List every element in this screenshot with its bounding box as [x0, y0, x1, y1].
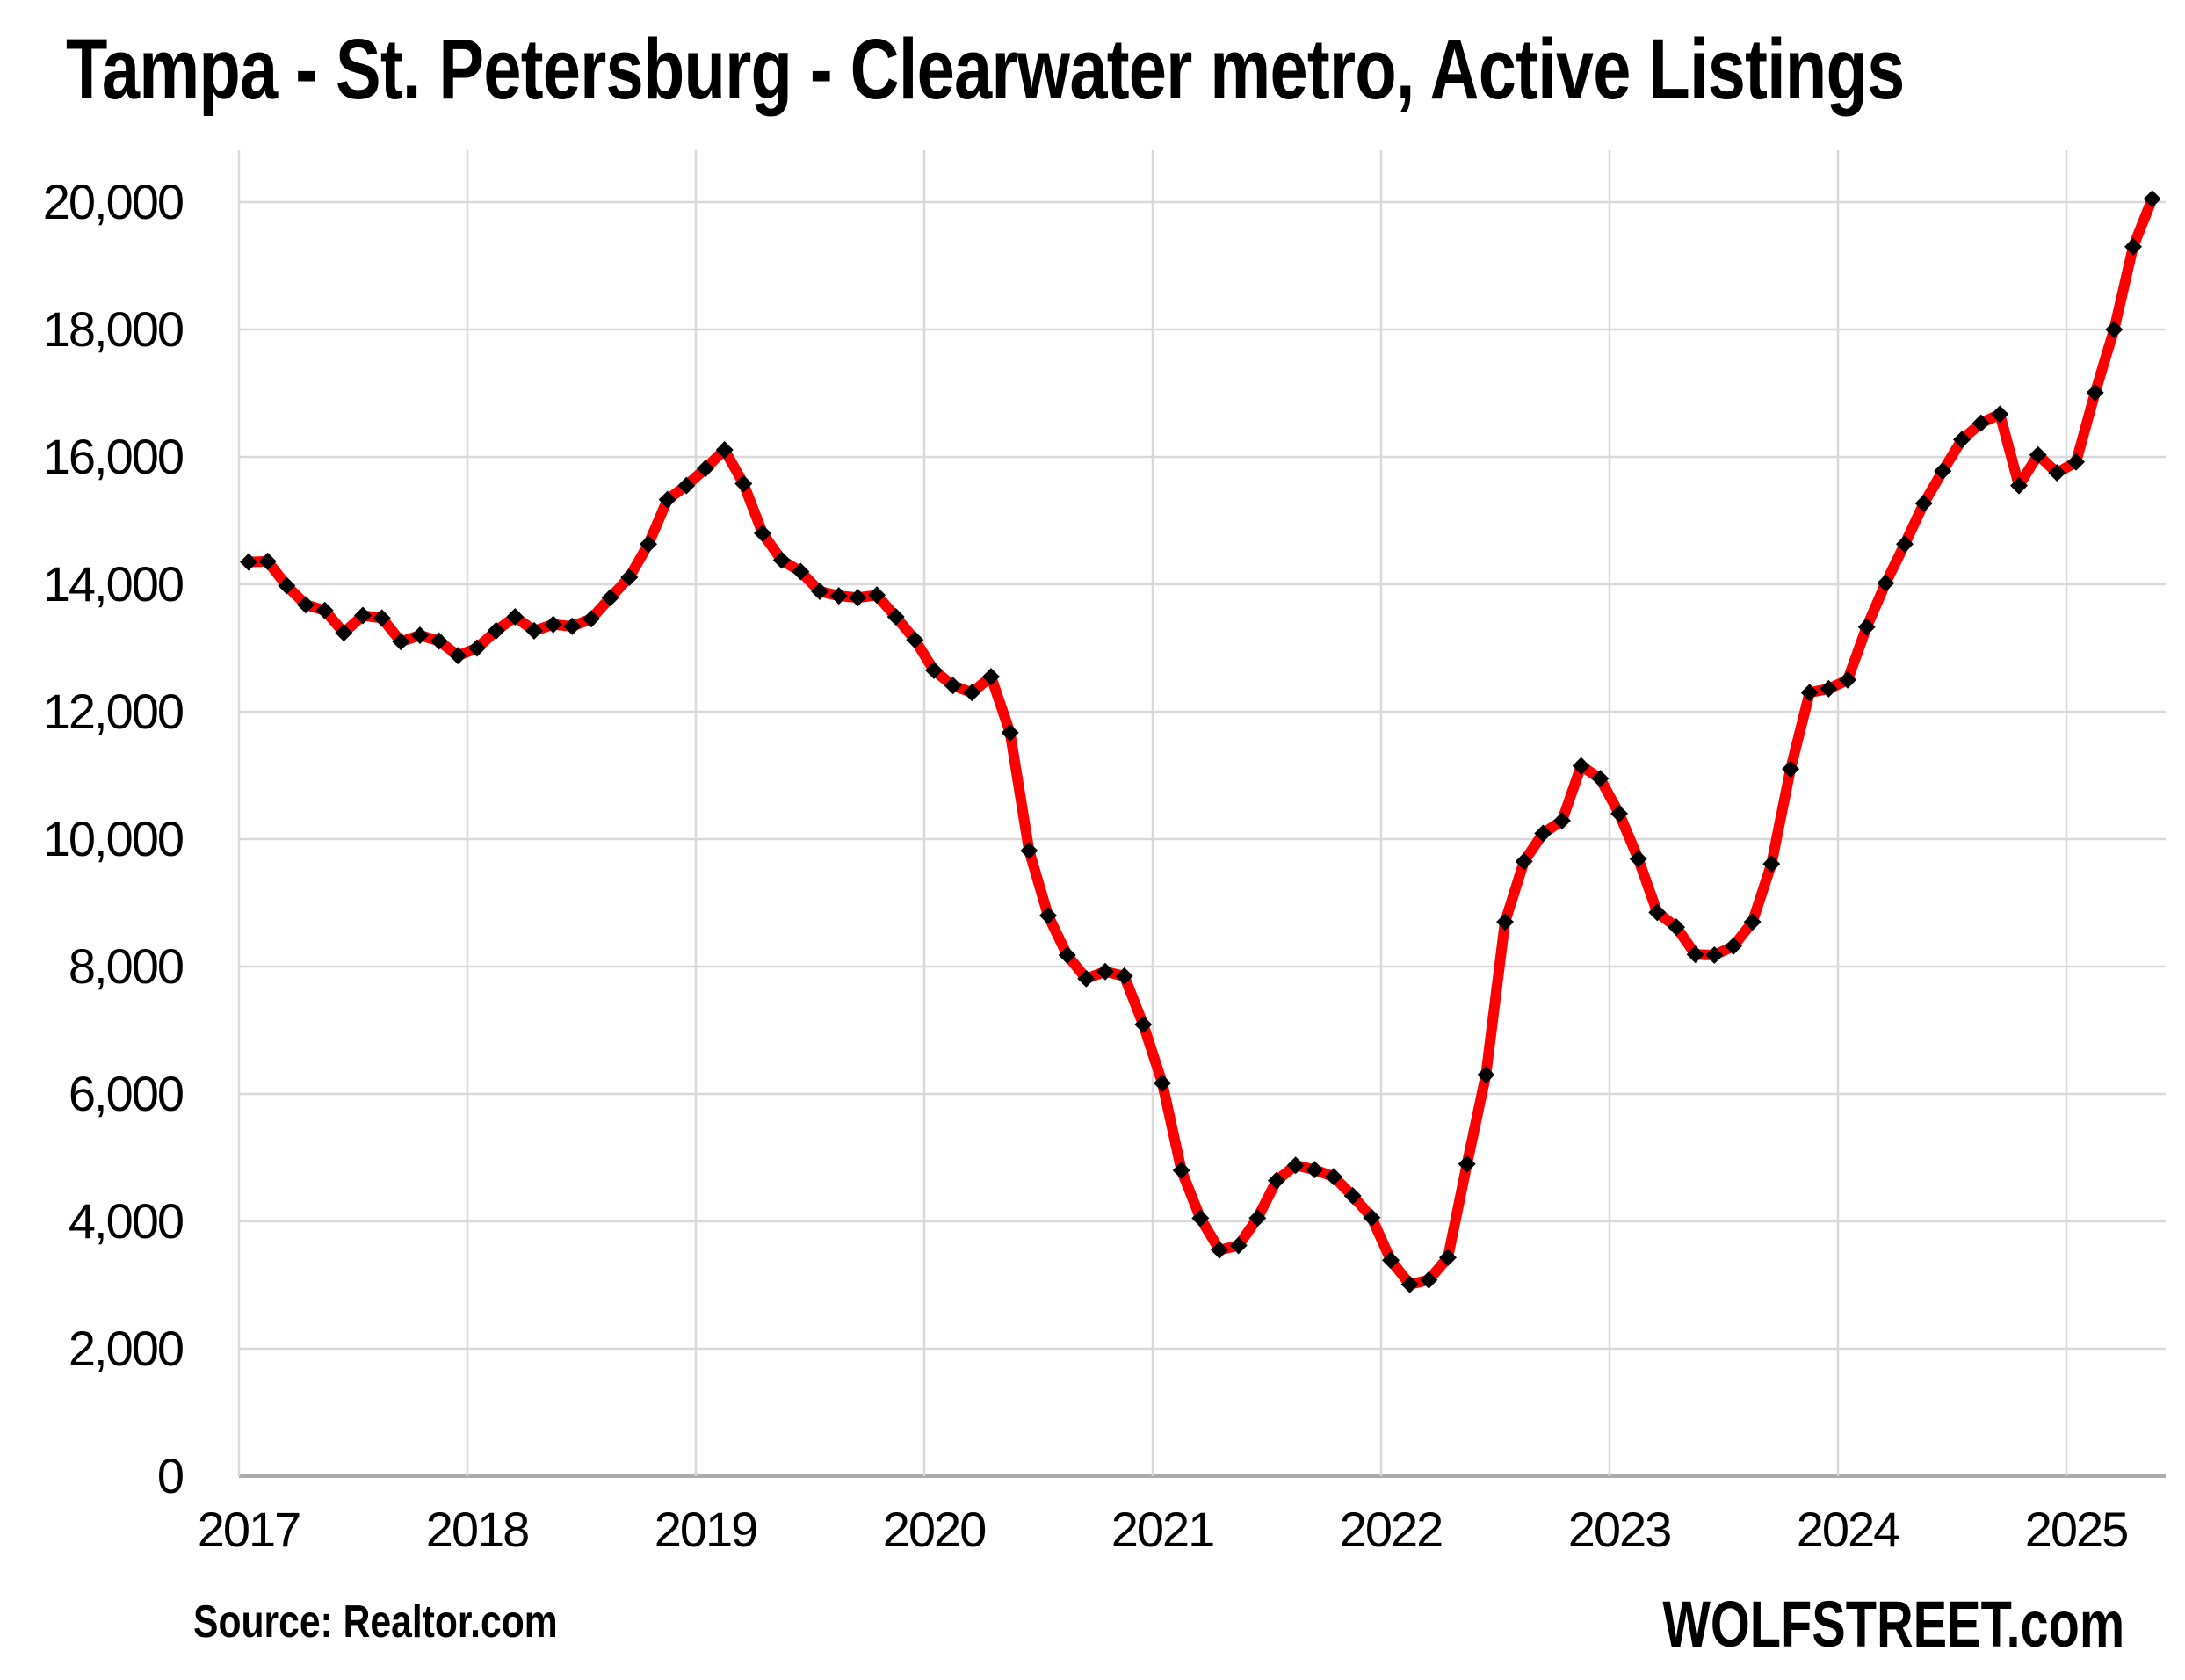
x-tick-label: 2019 [655, 1502, 757, 1557]
y-tick-label: 6,000 [69, 1066, 183, 1121]
chart-title: Tampa - St. Petersburg - Clearwater metr… [66, 21, 1905, 117]
x-tick-label: 2022 [1340, 1502, 1443, 1557]
y-tick-label: 4,000 [69, 1193, 183, 1249]
x-tick-label: 2020 [883, 1502, 986, 1557]
y-tick-label: 16,000 [43, 429, 183, 484]
x-tick-label: 2024 [1797, 1502, 1899, 1557]
y-tick-label: 0 [157, 1448, 183, 1503]
data-point-markers [240, 190, 2161, 1293]
x-tick-label: 2018 [426, 1502, 529, 1557]
y-tick-label: 14,000 [43, 556, 183, 612]
y-tick-label: 2,000 [69, 1321, 183, 1376]
source-note: Source: Realtor.com [193, 1597, 558, 1647]
x-tick-label: 2023 [1568, 1502, 1671, 1557]
x-tick-label: 2017 [198, 1502, 300, 1557]
y-tick-label: 8,000 [69, 938, 183, 994]
y-tick-label: 20,000 [43, 174, 183, 229]
branding-wolfstreet: WOLFSTREET.com [1662, 1588, 2124, 1661]
y-tick-label: 12,000 [43, 684, 183, 739]
y-tick-label: 10,000 [43, 811, 183, 866]
x-tick-label: 2021 [1111, 1502, 1214, 1557]
series-line-active-listings [243, 193, 2158, 1290]
y-tick-label: 18,000 [43, 301, 183, 357]
x-tick-label: 2025 [2025, 1502, 2128, 1557]
